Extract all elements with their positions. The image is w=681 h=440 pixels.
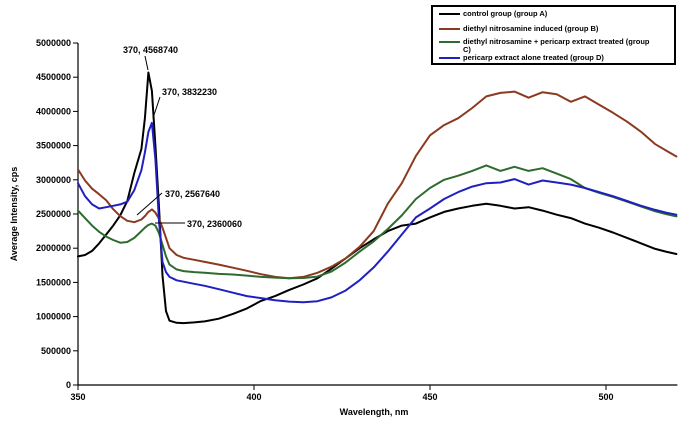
legend-line-group-b	[439, 28, 460, 30]
legend-item-group-c: diethyl nitrosamine + pericarp extract t…	[439, 38, 672, 54]
y-tick-label: 2500000	[36, 209, 71, 219]
legend: control group (group A) diethyl nitrosam…	[431, 5, 676, 65]
legend-item-group-a: control group (group A)	[439, 10, 672, 18]
x-tick-label: 500	[598, 392, 613, 402]
x-tick-label: 450	[422, 392, 437, 402]
series-line-group-b	[77, 90, 678, 280]
annotation-leader-line	[152, 96, 161, 119]
series-line-group-d	[77, 121, 678, 304]
y-tick-label: 5000000	[36, 38, 71, 48]
legend-label-group-b: diethyl nitrosamine induced (group B)	[463, 24, 599, 33]
x-axis-title: Wavelength, nm	[340, 407, 409, 417]
peak-annotation-group-c: 370, 2360060	[187, 219, 242, 229]
legend-item-group-d: pericarp extract alone treated (group D)	[439, 54, 672, 62]
peak-annotation-group-a: 370, 4568740	[123, 45, 178, 55]
legend-label-group-a: control group (group A)	[463, 9, 548, 18]
legend-line-group-a	[439, 13, 460, 15]
annotation-leader-line	[136, 192, 163, 216]
legend-label-group-d: pericarp extract alone treated (group D)	[463, 53, 604, 62]
legend-line-group-c	[439, 41, 460, 43]
y-tick-label: 3500000	[36, 141, 71, 151]
y-tick-label: 1000000	[36, 312, 71, 322]
legend-item-group-b: diethyl nitrosamine induced (group B)	[439, 25, 672, 33]
y-tick-label: 0	[66, 380, 71, 390]
peak-annotation-group-b: 370, 2567640	[165, 189, 220, 199]
y-tick-label: 2000000	[36, 243, 71, 253]
x-tick-label: 350	[70, 392, 85, 402]
y-tick-label: 4000000	[36, 106, 71, 116]
peak-annotation-group-d: 370, 3832230	[162, 87, 217, 97]
y-tick-label: 1500000	[36, 277, 71, 287]
series-line-group-a	[77, 71, 678, 325]
y-tick-label: 4500000	[36, 72, 71, 82]
x-tick-label: 400	[246, 392, 261, 402]
legend-label-group-c: diethyl nitrosamine + pericarp extract t…	[463, 37, 650, 54]
y-tick-label: 3000000	[36, 175, 71, 185]
y-tick-label: 500000	[41, 346, 71, 356]
annotation-leader-line	[144, 55, 149, 71]
legend-line-group-d	[439, 57, 460, 59]
series-line-group-c	[77, 164, 678, 280]
y-axis-title: Average Intensity, cps	[9, 167, 19, 262]
